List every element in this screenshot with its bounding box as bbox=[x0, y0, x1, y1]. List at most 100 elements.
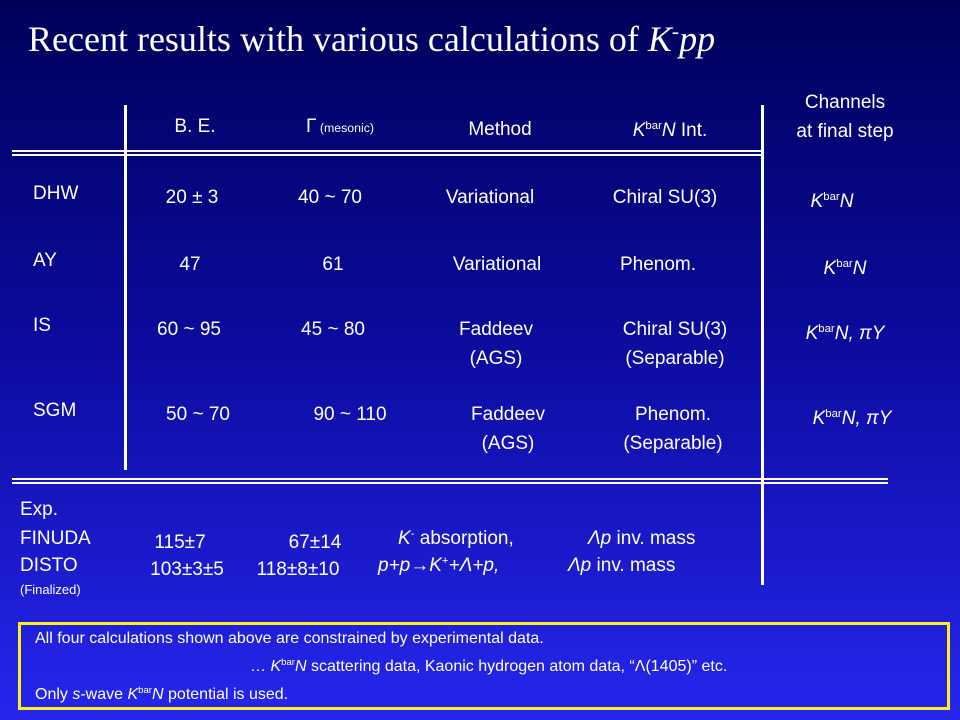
text-line: Chiral SU(3) bbox=[613, 183, 718, 212]
column-header: Method bbox=[468, 115, 531, 144]
exp-field: 103±3±5 bbox=[150, 555, 224, 584]
text-run: K bbox=[812, 407, 826, 429]
cell: Chiral SU(3) (Separable) bbox=[623, 315, 728, 373]
text-run: N bbox=[295, 657, 307, 675]
text-run: bar bbox=[836, 258, 853, 270]
text-line: (Separable) bbox=[623, 429, 722, 458]
text-line: (AGS) bbox=[471, 429, 545, 458]
text-run: N bbox=[661, 119, 676, 141]
note-box: All four calculations shown above are co… bbox=[18, 622, 950, 710]
text-run: (mesonic) bbox=[316, 121, 375, 135]
text-run: 60 ~ 95 bbox=[157, 319, 221, 340]
text-line: Method bbox=[468, 115, 531, 144]
text-run: absorption, bbox=[414, 528, 514, 549]
text-run: 103±3±5 bbox=[150, 559, 224, 580]
exp-note: (Finalized) bbox=[20, 582, 81, 597]
cell: 45 ~ 80 bbox=[301, 315, 365, 344]
text-run: 40 ~ 70 bbox=[298, 187, 362, 208]
cell: Phenom. bbox=[620, 250, 696, 279]
text-run: + bbox=[441, 555, 449, 568]
cell: 40 ~ 70 bbox=[298, 183, 362, 212]
exp-field: Λp inv. mass bbox=[568, 555, 675, 577]
text-run: K bbox=[398, 528, 411, 549]
text-run: 50 ~ 70 bbox=[166, 404, 230, 425]
text-run: Phenom. bbox=[634, 404, 712, 425]
text-run: bar bbox=[825, 408, 842, 420]
exp-field: p+p→K++Λ+p, bbox=[378, 555, 499, 577]
text-run: - bbox=[671, 19, 680, 44]
text-line: B. E. bbox=[174, 112, 215, 141]
text-run: K bbox=[647, 19, 672, 59]
text-line: Variational bbox=[446, 183, 534, 212]
text-run: inv. mass bbox=[591, 555, 676, 576]
cell: KbarN bbox=[824, 250, 867, 283]
text-line: 45 ~ 80 bbox=[301, 315, 365, 344]
text-run: bar bbox=[138, 684, 153, 696]
cell: Faddeev (AGS) bbox=[459, 315, 533, 373]
text-line: 90 ~ 110 bbox=[313, 400, 386, 429]
exp-field: Λp inv. mass bbox=[588, 528, 695, 550]
text-run: 90 ~ 110 bbox=[313, 404, 387, 425]
text-line: KbarN, πY bbox=[813, 400, 892, 433]
text-line: 60 ~ 95 bbox=[157, 315, 221, 344]
row-label: AY bbox=[33, 250, 57, 271]
exp-name: FINUDA bbox=[20, 528, 91, 549]
text-run: Λp bbox=[568, 555, 592, 576]
text-line: Faddeev bbox=[471, 400, 545, 429]
text-run: potential is used. bbox=[163, 685, 289, 703]
text-run: 20 ± 3 bbox=[165, 187, 219, 208]
cell: Chiral SU(3) bbox=[613, 183, 718, 212]
text-run: N, πY bbox=[834, 322, 885, 344]
text-run: p+p→K bbox=[378, 555, 442, 576]
text-run: K bbox=[127, 685, 139, 703]
text-run: 67±14 bbox=[288, 532, 342, 553]
exp-field: 118±8±10 bbox=[257, 555, 340, 584]
exp-name: DISTO bbox=[20, 555, 78, 576]
cell: Variational bbox=[453, 250, 541, 279]
text-line: KbarN, πY bbox=[806, 315, 885, 348]
text-run: N bbox=[152, 685, 164, 703]
text-run: Variational bbox=[452, 254, 542, 275]
double-line bbox=[12, 478, 888, 484]
divider bbox=[124, 105, 127, 470]
text-run: Int. bbox=[675, 119, 708, 141]
text-line: All four calculations shown above are co… bbox=[35, 627, 947, 651]
text-line: … KbarN scattering data, Kaonic hydrogen… bbox=[35, 651, 947, 679]
text-run: pp bbox=[679, 19, 716, 59]
text-run: bar bbox=[823, 191, 840, 203]
text-run: (Separable) bbox=[625, 348, 725, 369]
text-line: KbarN bbox=[811, 183, 854, 216]
text-run: N bbox=[839, 190, 854, 212]
text-run: 118±8±10 bbox=[256, 559, 340, 580]
text-run: Channels bbox=[804, 92, 886, 113]
text-run: inv. mass bbox=[611, 528, 696, 549]
text-line: 40 ~ 70 bbox=[298, 183, 362, 212]
text-line: Only s-wave KbarN potential is used. bbox=[35, 679, 947, 707]
text-run: (AGS) bbox=[481, 433, 535, 454]
cell: 61 bbox=[322, 250, 343, 279]
cell: Variational bbox=[446, 183, 534, 212]
text-run: Variational bbox=[445, 187, 535, 208]
exp-label: Exp. bbox=[20, 499, 59, 520]
text-run: 47 bbox=[179, 254, 201, 275]
text-line: at final step bbox=[796, 117, 893, 146]
text-run: Faddeev bbox=[471, 404, 545, 425]
text-line: (AGS) bbox=[459, 344, 533, 373]
text-run: 45 ~ 80 bbox=[301, 319, 365, 340]
text-run: 115±7 bbox=[154, 532, 206, 553]
exp-field: K- absorption, bbox=[398, 528, 514, 550]
exp-field: 115±7 bbox=[154, 528, 205, 557]
column-header: KbarN Int. bbox=[633, 112, 708, 145]
text-run: -wave bbox=[80, 685, 128, 703]
text-line: 61 bbox=[322, 250, 343, 279]
text-run: K bbox=[823, 257, 837, 279]
text-run: Chiral SU(3) bbox=[622, 319, 728, 340]
text-run: N bbox=[852, 257, 867, 279]
text-run: bar bbox=[645, 120, 662, 132]
text-line: Γ (mesonic) bbox=[306, 112, 374, 143]
text-run: (Separable) bbox=[623, 433, 723, 454]
cell: KbarN bbox=[811, 183, 854, 216]
row-label: SGM bbox=[33, 400, 77, 421]
text-line: Channels bbox=[796, 88, 893, 117]
